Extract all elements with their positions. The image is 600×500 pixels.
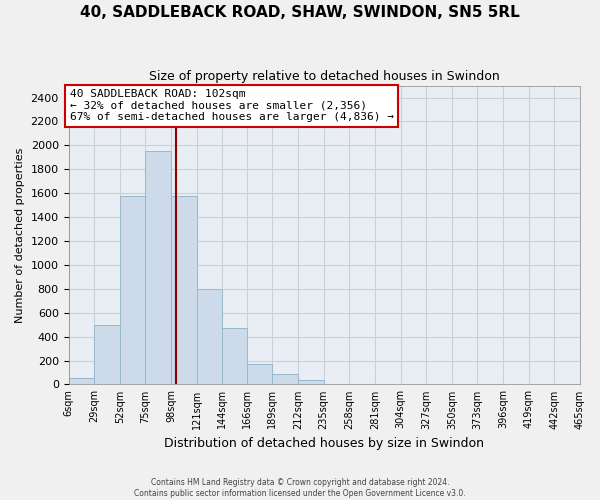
Text: 40, SADDLEBACK ROAD, SHAW, SWINDON, SN5 5RL: 40, SADDLEBACK ROAD, SHAW, SWINDON, SN5 … (80, 5, 520, 20)
Y-axis label: Number of detached properties: Number of detached properties (15, 148, 25, 322)
Bar (68, 378, 94, 384)
Bar (120, 196, 145, 384)
Bar (145, 152, 171, 384)
Bar (223, 328, 247, 384)
Text: Contains HM Land Registry data © Crown copyright and database right 2024.
Contai: Contains HM Land Registry data © Crown c… (134, 478, 466, 498)
Bar (171, 196, 197, 384)
Bar (94, 324, 120, 384)
X-axis label: Distribution of detached houses by size in Swindon: Distribution of detached houses by size … (164, 437, 484, 450)
Bar (247, 364, 272, 384)
Bar (298, 380, 324, 384)
Text: 40 SADDLEBACK ROAD: 102sqm
← 32% of detached houses are smaller (2,356)
67% of s: 40 SADDLEBACK ROAD: 102sqm ← 32% of deta… (70, 89, 394, 122)
Bar (272, 374, 298, 384)
Title: Size of property relative to detached houses in Swindon: Size of property relative to detached ho… (149, 70, 500, 83)
Bar (197, 289, 223, 384)
